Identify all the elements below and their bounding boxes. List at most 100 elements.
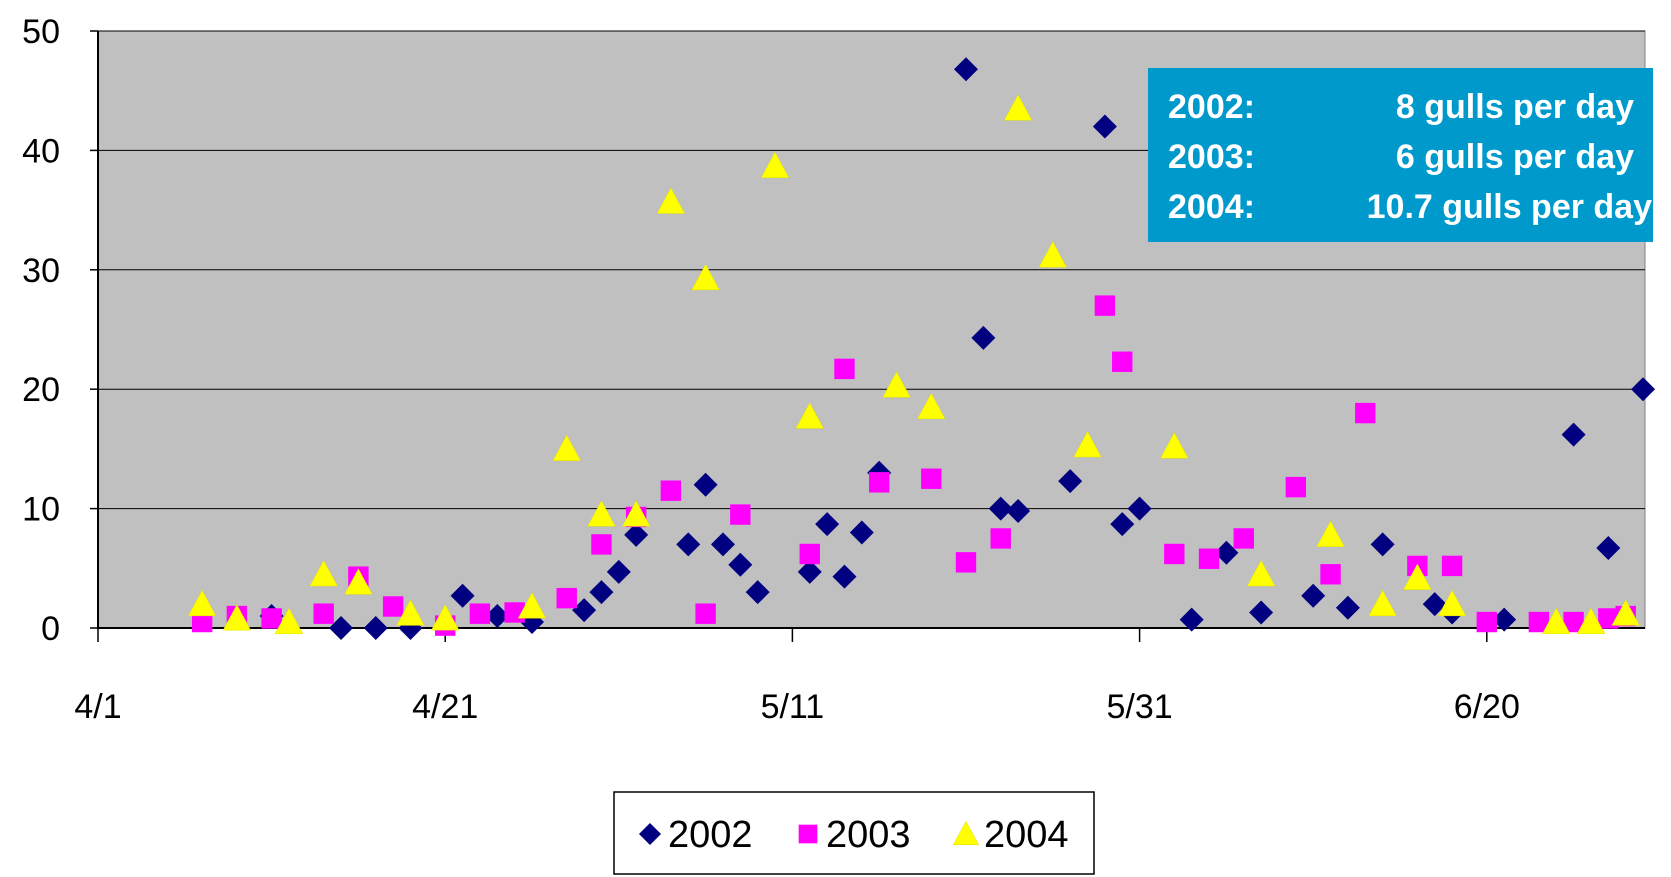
point-2002-37 [1492, 607, 1517, 632]
y-tick-label-0: 0 [41, 610, 60, 648]
point-2002-21 [954, 57, 978, 82]
x-tick-label-6-20: 6/20 [1454, 688, 1520, 726]
point-2002-2 [363, 616, 388, 640]
point-2002-4 [450, 583, 475, 608]
data-points [187, 57, 1656, 640]
point-2003-17 [869, 472, 890, 493]
point-2003-33 [1563, 611, 1584, 633]
x-tick-label-5-31: 5/31 [1107, 688, 1173, 726]
point-2002-5 [485, 604, 510, 629]
point-2004-24 [1403, 563, 1432, 590]
point-2004-27 [1576, 607, 1606, 635]
point-2002-26 [1092, 114, 1117, 139]
point-2004-18 [1038, 241, 1068, 268]
point-2004-23 [1368, 589, 1397, 617]
point-2004-28 [1611, 599, 1640, 626]
x-tick-label-4-1: 4/1 [74, 688, 121, 726]
point-2003-26 [1285, 476, 1307, 498]
point-2004-0 [187, 589, 217, 617]
point-2002-35 [1422, 592, 1447, 617]
point-2002-24 [1006, 498, 1031, 523]
series-2004 [187, 94, 1640, 635]
point-2003-16 [834, 358, 855, 380]
point-2002-23 [988, 496, 1013, 521]
y-tick-label-30: 30 [22, 252, 60, 290]
point-2002-29 [1179, 607, 1204, 632]
legend-label-2004: 2004 [984, 814, 1069, 856]
legend-label-2002: 2002 [668, 814, 753, 856]
legend-marker-2002 [639, 823, 661, 845]
point-2004-10 [621, 500, 651, 527]
point-2003-25 [1233, 528, 1254, 549]
point-2002-39 [1596, 536, 1621, 561]
point-2004-25 [1437, 589, 1467, 617]
point-2003-10 [591, 534, 612, 555]
point-2004-7 [517, 592, 547, 619]
axes [97, 31, 1645, 629]
point-2003-5 [382, 596, 404, 617]
point-2004-4 [344, 568, 373, 595]
y-tick-label-50: 50 [22, 13, 60, 51]
gridlines [98, 30, 1645, 510]
point-2002-25 [1058, 469, 1083, 494]
annotation-background [1148, 68, 1653, 242]
point-2002-28 [1127, 496, 1152, 521]
point-2004-6 [430, 604, 460, 631]
point-2003-22 [1112, 351, 1133, 372]
point-2004-3 [309, 559, 338, 587]
point-2002-11 [676, 532, 701, 557]
point-2002-10 [624, 522, 649, 547]
point-2003-14 [730, 504, 751, 525]
point-2002-34 [1370, 532, 1395, 557]
point-2003-9 [556, 587, 577, 609]
point-2004-19 [1073, 430, 1102, 458]
x-axis-ticks: 4/1 4/21 5/11 5/31 6/20 [74, 628, 1520, 726]
point-2004-20 [1160, 432, 1189, 459]
point-2002-7 [572, 598, 597, 623]
point-2004-17 [1003, 94, 1033, 121]
point-2003-20 [990, 528, 1011, 549]
point-2002-8 [589, 580, 614, 605]
point-2004-26 [1542, 607, 1571, 635]
annotation-line-2004-year: 2004: [1168, 188, 1255, 226]
point-2003-18 [921, 468, 942, 489]
y-tick-label-40: 40 [22, 132, 60, 170]
point-2002-16 [797, 559, 822, 584]
point-2003-21 [1094, 295, 1116, 316]
point-2003-24 [1198, 548, 1220, 569]
point-2004-2 [274, 607, 304, 635]
point-2003-28 [1355, 402, 1376, 424]
point-2004-9 [587, 500, 616, 527]
point-2002-32 [1301, 583, 1326, 608]
annotation-line-2003-text: 6 gulls per day [1396, 138, 1634, 176]
point-2003-7 [469, 603, 491, 624]
point-2002-14 [728, 552, 753, 577]
x-tick-label-5-11: 5/11 [761, 688, 825, 726]
point-2002-12 [693, 472, 718, 497]
point-2002-15 [745, 580, 770, 605]
point-2004-15 [882, 371, 911, 398]
point-2003-0 [191, 611, 213, 633]
point-2002-40 [1631, 377, 1656, 402]
annotation-line-2002-year: 2002: [1168, 88, 1255, 126]
legend-marker-2003 [798, 824, 818, 844]
point-2004-11 [656, 187, 686, 214]
point-2002-17 [815, 512, 840, 537]
legend-entry-2002: 2002 [639, 814, 753, 856]
point-2002-33 [1335, 595, 1360, 620]
annotation-line-2004-text: 10.7 gulls per day [1367, 188, 1652, 226]
annotation-line-2003-year: 2003: [1168, 138, 1255, 176]
point-2004-1 [222, 604, 252, 631]
point-2003-12 [660, 480, 682, 501]
point-2003-31 [1476, 611, 1497, 633]
point-2003-13 [695, 603, 716, 624]
y-axis-ticks: 0 10 20 30 40 50 [22, 13, 98, 648]
point-2002-1 [329, 616, 354, 640]
y-tick-label-10: 10 [22, 491, 60, 529]
point-2004-22 [1316, 520, 1345, 547]
x-tick-label-4-21: 4/21 [412, 688, 478, 726]
point-2004-21 [1246, 559, 1276, 587]
point-2002-38 [1561, 422, 1586, 447]
legend-marker-2004 [952, 820, 980, 846]
point-2004-13 [760, 151, 790, 178]
